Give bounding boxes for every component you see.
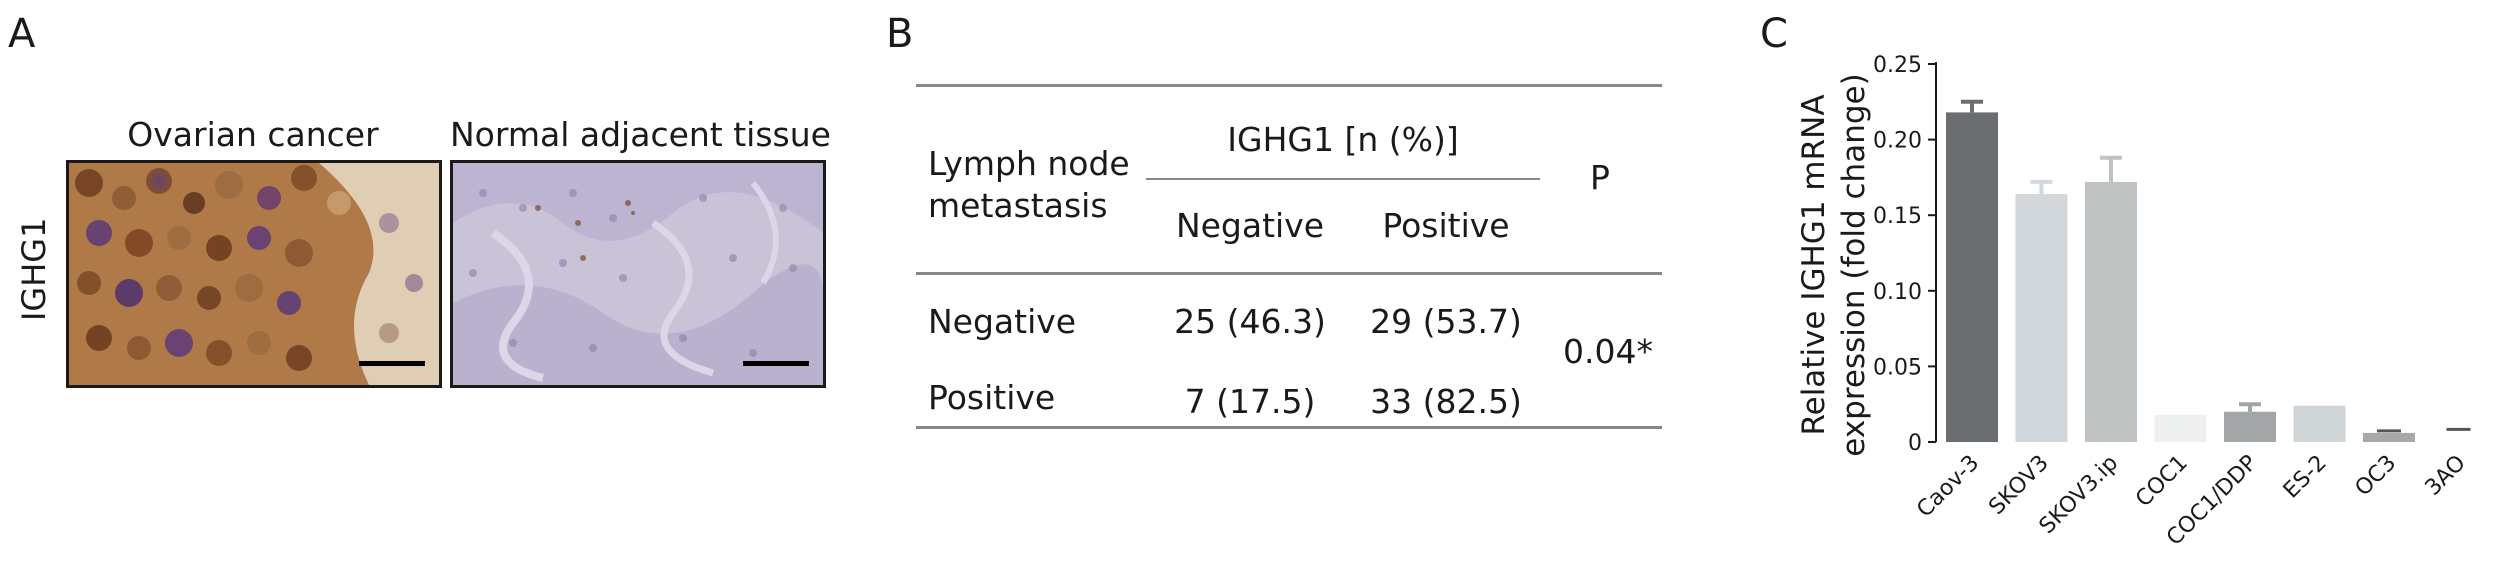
table-top-rule: [916, 84, 1662, 87]
panel-b-letter: B: [886, 11, 914, 57]
p-header: P: [1590, 158, 1610, 197]
bar: [2224, 411, 2276, 442]
table-bottom-rule: [916, 426, 1662, 429]
x-category-label: ES-2: [2279, 451, 2332, 504]
bar: [2015, 194, 2068, 442]
normal-tissue-stain-image: [453, 163, 823, 385]
ighg1-row-label: IGHG1: [15, 217, 53, 321]
bar: [1946, 112, 1998, 442]
ovarian-cancer-stain-image: [69, 163, 439, 385]
x-category-label: 3AO: [2421, 451, 2471, 501]
bar: [2293, 405, 2346, 442]
table-header-subrule: [1146, 178, 1540, 180]
panel-c-letter: C: [1760, 11, 1788, 57]
x-category-label: Caov-3: [1912, 451, 1984, 523]
cell-neg-pos: 29 (53.7): [1370, 302, 1522, 341]
normal-tissue-title: Normal adjacent tissue: [450, 115, 831, 154]
x-category-label: SKOV3: [1984, 451, 2053, 520]
bar: [2363, 432, 2415, 442]
y-tick-label: 0.05: [1873, 355, 1922, 380]
ovarian-cancer-micrograph: [66, 160, 442, 388]
row-label-positive: Positive: [928, 378, 1056, 417]
cell-neg-neg: 25 (46.3): [1174, 302, 1326, 341]
scale-bar: [743, 361, 809, 366]
row-label-negative: Negative: [928, 302, 1077, 341]
p-value: 0.04*: [1563, 332, 1653, 371]
y-axis-label-line2: expression (fold change): [1836, 73, 1872, 456]
ovarian-cancer-title: Ovarian cancer: [127, 115, 379, 154]
lymph-node-header-line2: metastasis: [928, 186, 1108, 225]
bar: [2154, 414, 2207, 442]
y-tick-label: 0.25: [1873, 53, 1922, 78]
y-tick-label: 0.10: [1873, 280, 1922, 305]
cell-pos-neg: 7 (17.5): [1184, 382, 1316, 421]
col-positive-header: Positive: [1382, 206, 1510, 245]
col-negative-header: Negative: [1175, 206, 1325, 245]
bar: [2432, 431, 2485, 442]
y-axis-label-line1: Relative IGHG1 mRNA: [1796, 94, 1832, 435]
lymph-node-header-line1: Lymph node: [928, 144, 1130, 183]
x-category-label: OC3: [2351, 451, 2402, 502]
panel-a-letter: A: [8, 11, 36, 57]
y-tick-label: 0.15: [1873, 204, 1922, 229]
normal-tissue-micrograph: [450, 160, 826, 388]
y-tick-label: 0: [1908, 431, 1922, 456]
cell-pos-pos: 33 (82.5): [1370, 382, 1522, 421]
ighg1-header: IGHG1 [n (%)]: [1227, 120, 1459, 159]
y-tick-label: 0.20: [1873, 129, 1922, 154]
scale-bar: [359, 361, 425, 366]
bar: [2085, 181, 2137, 442]
expression-bar-chart: Relative IGHG1 mRNA expression (fold cha…: [1796, 53, 2485, 551]
x-category-label: COC1: [2131, 451, 2193, 513]
table-header-rule: [916, 272, 1662, 275]
